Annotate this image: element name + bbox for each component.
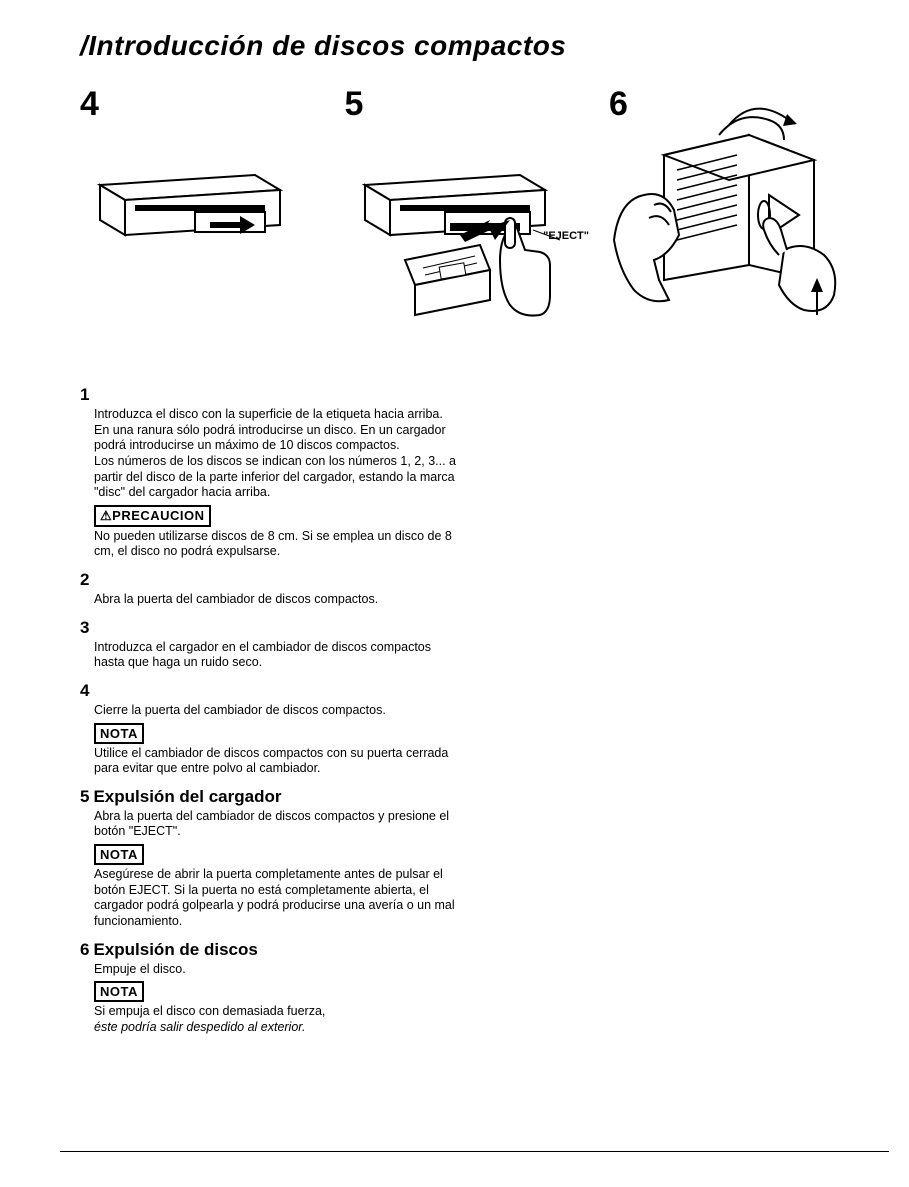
step-1-number: 1 <box>80 385 460 405</box>
step-2-body: Abra la puerta del cambiador de discos c… <box>80 592 460 608</box>
nota-4-text: Utilice el cambiador de discos compactos… <box>80 746 460 777</box>
eject-label: "EJECT" <box>543 230 589 242</box>
figure-5: 5 "EJECT" <box>345 90 580 335</box>
figure-6-art <box>609 100 849 335</box>
precaucion-text: No pueden utilizarse discos de 8 cm. Si … <box>80 529 460 560</box>
step-3: 3 Introduzca el cargador en el cambiador… <box>80 618 460 671</box>
step-2-number: 2 <box>80 570 460 590</box>
nota-5-label: NOTA <box>94 844 144 865</box>
steps-column: 1 Introduzca el disco con la superficie … <box>80 385 460 1035</box>
figures-row: 4 5 <box>80 90 849 335</box>
step-5: 5 Expulsión del cargador Abra la puerta … <box>80 787 460 930</box>
page-title: /Introducción de discos compactos <box>80 30 849 62</box>
step-5-number: 5 <box>80 787 89 807</box>
step-4: 4 Cierre la puerta del cambiador de disc… <box>80 681 460 777</box>
title-text: Introducción de discos compactos <box>88 30 566 61</box>
step-6: 6 Expulsión de discos Empuje el disco. N… <box>80 940 460 1036</box>
figure-4-art <box>80 100 315 275</box>
step-6-number: 6 <box>80 940 89 960</box>
figure-5-art <box>345 100 580 335</box>
figure-6: 6 <box>609 90 849 335</box>
figure-4-number: 4 <box>80 85 99 124</box>
step-3-body: Introduzca el cargador en el cambiador d… <box>80 640 460 671</box>
step-1-body: Introduzca el disco con la superficie de… <box>80 407 460 501</box>
bottom-rule <box>60 1151 889 1152</box>
step-6-body: Empuje el disco. <box>80 962 460 978</box>
step-1: 1 Introduzca el disco con la superficie … <box>80 385 460 560</box>
nota-6-text-italic: éste podría salir despedido al exterior. <box>94 1020 305 1034</box>
step-6-heading: Expulsión de discos <box>93 940 257 960</box>
step-2: 2 Abra la puerta del cambiador de discos… <box>80 570 460 608</box>
step-5-heading: Expulsión del cargador <box>93 787 281 807</box>
nota-6-text: Si empuja el disco con demasiada fuerza,… <box>80 1004 460 1035</box>
nota-6-text-line1: Si empuja el disco con demasiada fuerza, <box>94 1004 325 1018</box>
nota-6-label: NOTA <box>94 981 144 1002</box>
step-3-number: 3 <box>80 618 460 638</box>
figure-6-number: 6 <box>609 85 628 124</box>
step-4-body: Cierre la puerta del cambiador de discos… <box>80 703 460 719</box>
figure-4: 4 <box>80 90 315 335</box>
step-5-body: Abra la puerta del cambiador de discos c… <box>80 809 460 840</box>
nota-5-text: Asegúrese de abrir la puerta completamen… <box>80 867 460 930</box>
precaucion-label: ⚠PRECAUCION <box>94 505 211 527</box>
nota-4-label: NOTA <box>94 723 144 744</box>
figure-5-number: 5 <box>345 85 364 124</box>
step-4-number: 4 <box>80 681 460 701</box>
